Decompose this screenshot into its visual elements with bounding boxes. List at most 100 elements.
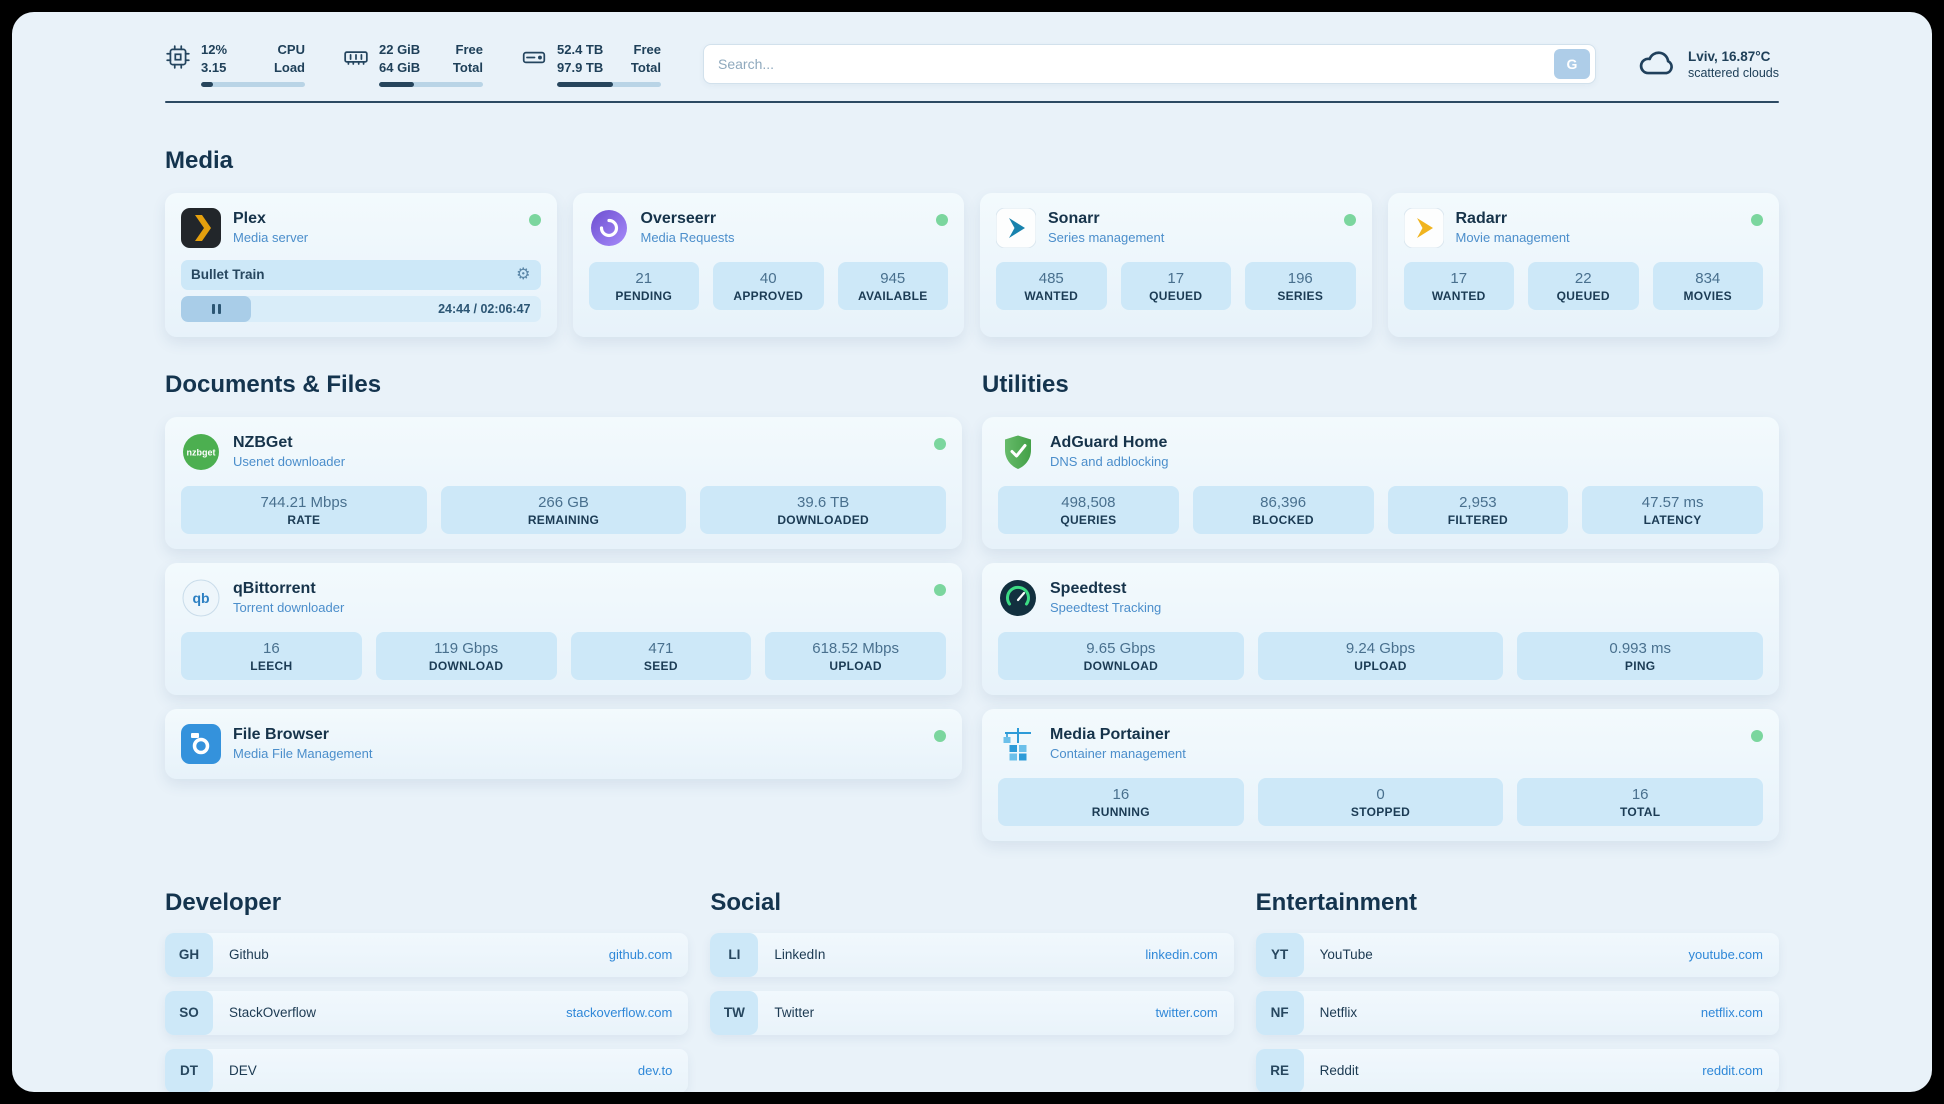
status-dot bbox=[1751, 729, 1763, 742]
bookmark-name: Github bbox=[229, 947, 269, 962]
bookmarks-entertainment: Entertainment YT YouTube youtube.com NF … bbox=[1255, 888, 1779, 1092]
app-name-portainer[interactable]: Media Portainer bbox=[1050, 726, 1171, 743]
bookmark-abbr: RE bbox=[1255, 1048, 1304, 1092]
section-title-social: Social bbox=[710, 888, 782, 916]
bookmark-url[interactable]: linkedin.com bbox=[1145, 947, 1218, 962]
search-bar: G bbox=[703, 44, 1596, 85]
bookmark-abbr: DT bbox=[165, 1048, 213, 1092]
stat-download: 119 Gbps DOWNLOAD bbox=[375, 631, 557, 680]
plex-icon[interactable] bbox=[181, 207, 221, 248]
app-subtitle-plex: Media server bbox=[233, 230, 309, 245]
bookmark-name: StackOverflow bbox=[229, 1005, 317, 1020]
app-subtitle-adguard: DNS and adblocking bbox=[1050, 454, 1169, 469]
pause-icon bbox=[211, 303, 215, 314]
bookmark-dev[interactable]: DT DEV dev.to bbox=[165, 1048, 689, 1092]
app-name-sonarr[interactable]: Sonarr bbox=[1048, 210, 1100, 227]
ram-free: 22 GiB bbox=[379, 42, 421, 57]
search-engine-button[interactable]: G bbox=[1553, 49, 1590, 80]
portainer-icon[interactable] bbox=[998, 724, 1038, 764]
disk-metric: 52.4 TB 97.9 TB Free Total bbox=[521, 42, 661, 87]
sonarr-card: Sonarr Series management 485 WANTED 17 Q… bbox=[980, 192, 1372, 337]
gear-icon[interactable]: ⚙ bbox=[516, 265, 531, 283]
weather-condition: scattered clouds bbox=[1687, 65, 1779, 80]
section-title-entertainment: Entertainment bbox=[1255, 888, 1418, 916]
stat-pending: 21 PENDING bbox=[588, 261, 699, 310]
disk-free-label: Free bbox=[633, 42, 661, 57]
stat-available: 945 AVAILABLE bbox=[837, 261, 948, 310]
stat-movies: 834 MOVIES bbox=[1652, 261, 1763, 310]
dashboard: 12% 3.15 CPU Load bbox=[12, 12, 1932, 1092]
speedtest-icon[interactable] bbox=[998, 578, 1038, 618]
qbittorrent-card: qb qBittorrent Torrent downloader 16 LEE… bbox=[165, 562, 962, 695]
app-name-nzbget[interactable]: NZBGet bbox=[233, 434, 293, 451]
bookmark-stackoverflow[interactable]: SO StackOverflow stackoverflow.com bbox=[165, 990, 689, 1035]
status-dot bbox=[936, 213, 948, 226]
bookmark-reddit[interactable]: RE Reddit reddit.com bbox=[1255, 1048, 1779, 1092]
now-playing-title: Bullet Train bbox=[191, 267, 265, 282]
ram-progress-bar bbox=[379, 81, 483, 87]
bookmark-github[interactable]: GH Github github.com bbox=[165, 932, 689, 977]
stat-blocked: 86,396 BLOCKED bbox=[1192, 485, 1374, 534]
stat-running: 16 RUNNING bbox=[998, 777, 1244, 826]
bookmark-abbr: LI bbox=[710, 932, 759, 977]
stat-remaining: 266 GB REMAINING bbox=[440, 485, 687, 534]
pause-button[interactable] bbox=[181, 295, 252, 322]
playback-progress-bar[interactable]: 24:44 / 02:06:47 bbox=[181, 295, 541, 322]
overseerr-card: Overseerr Media Requests 21 PENDING 40 A… bbox=[572, 192, 964, 337]
status-dot bbox=[1343, 213, 1356, 226]
bookmark-url[interactable]: youtube.com bbox=[1688, 947, 1763, 962]
status-dot bbox=[934, 729, 946, 742]
playback-time: 24:44 / 02:06:47 bbox=[438, 301, 531, 316]
app-name-radarr[interactable]: Radarr bbox=[1455, 210, 1508, 227]
disk-total-label: Total bbox=[630, 60, 661, 76]
adguard-icon[interactable] bbox=[998, 432, 1038, 472]
bookmark-linkedin[interactable]: LI LinkedIn linkedin.com bbox=[710, 932, 1234, 977]
bookmark-url[interactable]: netflix.com bbox=[1700, 1005, 1763, 1020]
app-name-plex[interactable]: Plex bbox=[233, 210, 266, 227]
disk-icon bbox=[521, 44, 547, 70]
app-name-qbittorrent[interactable]: qBittorrent bbox=[233, 580, 316, 597]
system-metrics: 12% 3.15 CPU Load bbox=[165, 42, 661, 87]
bookmark-abbr: SO bbox=[165, 990, 213, 1035]
plex-card: Plex Media server Bullet Train ⚙ 24:44 bbox=[165, 192, 557, 337]
app-name-adguard[interactable]: AdGuard Home bbox=[1050, 434, 1168, 451]
sonarr-icon[interactable] bbox=[996, 207, 1036, 248]
bookmark-url[interactable]: dev.to bbox=[637, 1063, 673, 1078]
app-name-speedtest[interactable]: Speedtest bbox=[1050, 580, 1127, 597]
stat-total: 16 TOTAL bbox=[1517, 777, 1764, 826]
top-bar: 12% 3.15 CPU Load bbox=[165, 42, 1779, 87]
bookmark-url[interactable]: github.com bbox=[608, 947, 673, 962]
nzbget-icon[interactable]: nzbget bbox=[181, 432, 221, 472]
bookmark-twitter[interactable]: TW Twitter twitter.com bbox=[710, 990, 1234, 1035]
app-subtitle-portainer: Container management bbox=[1050, 746, 1186, 761]
stat-queued: 17 QUEUED bbox=[1120, 261, 1231, 310]
weather-location: Lviv, 16.87°C bbox=[1687, 48, 1771, 64]
bookmark-abbr: NF bbox=[1255, 990, 1304, 1035]
radarr-icon[interactable] bbox=[1403, 207, 1444, 248]
stat-filtered: 2,953 FILTERED bbox=[1387, 485, 1569, 534]
app-name-filebrowser[interactable]: File Browser bbox=[233, 726, 330, 743]
bookmark-url[interactable]: twitter.com bbox=[1155, 1005, 1218, 1020]
bookmark-name: Twitter bbox=[774, 1005, 815, 1020]
svg-text:nzbget: nzbget bbox=[187, 447, 216, 457]
qbittorrent-icon[interactable]: qb bbox=[181, 578, 221, 618]
app-name-overseerr[interactable]: Overseerr bbox=[640, 210, 717, 227]
filebrowser-icon[interactable] bbox=[181, 723, 221, 764]
cpu-load-value: 3.15 bbox=[201, 60, 227, 76]
bookmark-url[interactable]: reddit.com bbox=[1702, 1063, 1763, 1078]
overseerr-icon[interactable] bbox=[589, 208, 629, 248]
app-subtitle-speedtest: Speedtest Tracking bbox=[1050, 600, 1162, 615]
bookmark-url[interactable]: stackoverflow.com bbox=[566, 1005, 673, 1020]
status-dot bbox=[1751, 213, 1763, 226]
filebrowser-card: File Browser Media File Management bbox=[165, 708, 962, 779]
section-title-media: Media bbox=[165, 146, 234, 174]
stat-rate: 744.21 Mbps RATE bbox=[181, 485, 427, 534]
search-input[interactable] bbox=[718, 56, 1554, 73]
stat-download: 9.65 Gbps DOWNLOAD bbox=[998, 631, 1244, 680]
stat-stopped: 0 STOPPED bbox=[1257, 777, 1504, 826]
bookmark-netflix[interactable]: NF Netflix netflix.com bbox=[1255, 990, 1779, 1035]
stat-upload: 618.52 Mbps UPLOAD bbox=[765, 631, 946, 680]
now-playing-row: Bullet Train ⚙ bbox=[181, 259, 541, 290]
bookmark-youtube[interactable]: YT YouTube youtube.com bbox=[1255, 932, 1779, 977]
